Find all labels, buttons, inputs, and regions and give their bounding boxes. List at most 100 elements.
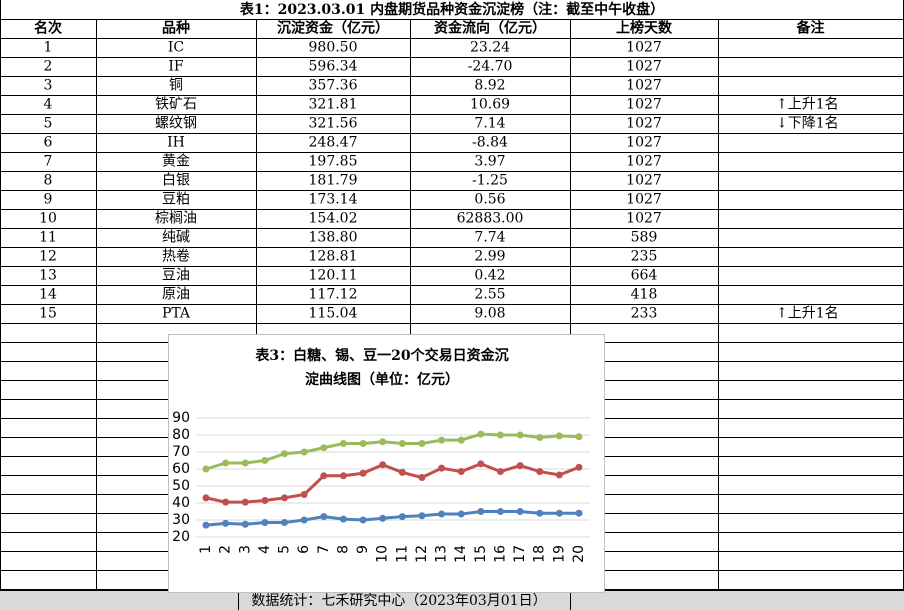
- point: [320, 472, 328, 480]
- cell: 0.42: [474, 268, 505, 284]
- cell: 2.55: [474, 287, 505, 303]
- cell: 9.08: [474, 306, 505, 322]
- point: [222, 498, 230, 506]
- cell: 10: [39, 211, 57, 227]
- point: [496, 508, 504, 515]
- cell: 热卷: [162, 249, 190, 265]
- point: [477, 508, 485, 515]
- x-tick-label: 10: [375, 545, 391, 563]
- cell: 黄金: [162, 153, 190, 170]
- point: [555, 432, 563, 440]
- point: [202, 465, 210, 473]
- point: [575, 433, 583, 441]
- point: [222, 459, 230, 467]
- cell: 11: [39, 230, 57, 246]
- cell: 铜: [169, 78, 183, 94]
- cell: 418: [631, 287, 658, 303]
- note: ↓下降1名: [776, 116, 839, 132]
- point: [261, 519, 269, 527]
- cell: 197.85: [309, 154, 358, 170]
- x-tick-label: 14: [453, 545, 469, 563]
- cell: 白银: [162, 173, 190, 189]
- cell: 15: [39, 306, 57, 322]
- cell: 1027: [626, 116, 662, 132]
- point: [516, 508, 524, 515]
- y-tick-label: 30: [172, 512, 190, 528]
- cell: 6: [44, 135, 53, 151]
- y-tick-label: 90: [172, 410, 190, 426]
- point: [320, 444, 328, 452]
- point: [339, 515, 347, 523]
- point: [241, 498, 249, 506]
- x-tick-label: 16: [492, 545, 508, 563]
- cell: 235: [631, 249, 658, 265]
- point: [339, 440, 347, 447]
- cell: 0.56: [474, 192, 505, 208]
- footer: 数据统计：七禾研究中心（2023年03月01日）: [251, 593, 546, 609]
- cell: 3: [44, 78, 53, 94]
- note: ↑上升1名: [776, 306, 839, 322]
- point: [496, 431, 504, 439]
- point: [418, 474, 426, 481]
- x-tick-label: 8: [335, 545, 351, 554]
- point: [457, 436, 465, 444]
- cell: 原油: [162, 287, 190, 303]
- point: [438, 464, 446, 472]
- cell: 铁矿石: [155, 97, 197, 113]
- cell: 1027: [626, 59, 662, 75]
- cell: 980.50: [309, 40, 358, 56]
- cell: 181.79: [309, 173, 358, 189]
- cell: 8: [44, 173, 53, 189]
- column-header: 沉淀资金（亿元）: [277, 20, 389, 37]
- x-tick-label: 5: [277, 545, 293, 554]
- cell: 23.24: [470, 40, 510, 56]
- x-tick-label: 3: [237, 545, 253, 554]
- cell: 12: [39, 249, 57, 265]
- cell: 13: [39, 268, 57, 284]
- column-header: 备注: [796, 20, 825, 37]
- cell: 10.69: [470, 97, 510, 113]
- point: [536, 468, 544, 476]
- point: [438, 436, 446, 444]
- cell: 357.36: [309, 78, 358, 94]
- cell: -24.70: [468, 59, 513, 75]
- point: [477, 430, 485, 438]
- y-tick-label: 40: [172, 495, 190, 511]
- point: [281, 519, 289, 527]
- cell: 1027: [626, 40, 662, 56]
- point: [398, 513, 406, 521]
- point: [477, 460, 485, 468]
- point: [438, 510, 446, 518]
- cell: 豆油: [162, 268, 190, 284]
- cell: 1027: [626, 211, 662, 227]
- point: [261, 496, 269, 504]
- cell: 7.14: [474, 116, 505, 132]
- cell: 1027: [626, 192, 662, 208]
- point: [261, 457, 269, 464]
- x-tick-label: 11: [394, 545, 410, 563]
- cell: 248.47: [309, 135, 358, 151]
- cell: 589: [631, 230, 658, 246]
- x-tick-label: 6: [296, 545, 312, 554]
- cell: 233: [631, 306, 658, 322]
- point: [300, 516, 308, 524]
- x-tick-label: 15: [473, 545, 489, 563]
- cell: 豆粕: [162, 192, 190, 208]
- cell: -8.84: [472, 135, 508, 151]
- cell: 596.34: [309, 59, 358, 75]
- cell: 1027: [626, 173, 662, 189]
- chart-title: 表3：白糖、锡、豆一20个交易日资金沉: [254, 347, 508, 364]
- point: [575, 509, 583, 517]
- cell: PTA: [162, 306, 191, 322]
- point: [516, 431, 524, 439]
- point: [457, 468, 465, 476]
- x-tick-label: 12: [414, 545, 430, 563]
- point: [241, 459, 249, 467]
- cell: 120.11: [309, 268, 358, 284]
- x-tick-label: 17: [512, 545, 528, 563]
- point: [359, 516, 367, 524]
- column-header: 品种: [162, 20, 190, 37]
- cell: 3.97: [474, 154, 505, 170]
- point: [457, 510, 465, 518]
- point: [536, 434, 544, 442]
